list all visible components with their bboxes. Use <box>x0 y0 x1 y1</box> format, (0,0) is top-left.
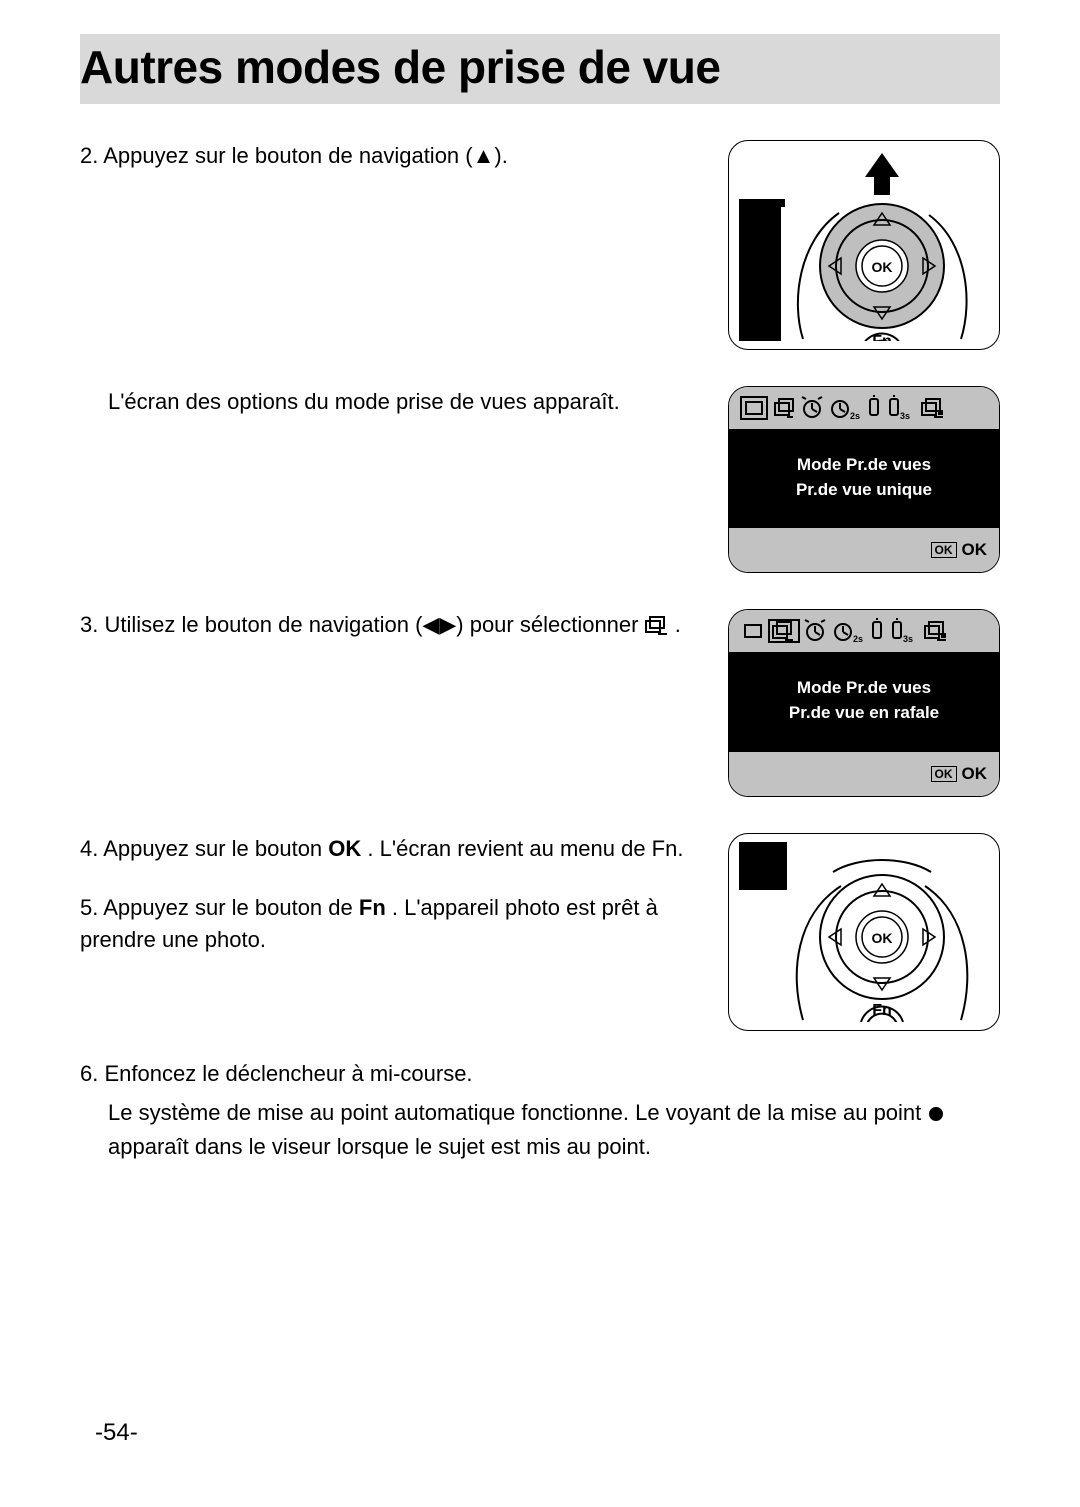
step-3-text-a: 3. Utilisez le bouton de navigation (◀▶)… <box>80 612 645 637</box>
step-3-text: 3. Utilisez le bouton de navigation (◀▶)… <box>80 609 710 644</box>
lcd-line2: Pr.de vue unique <box>735 478 993 503</box>
svg-text:2s: 2s <box>850 411 860 421</box>
ok-box-icon: OK <box>931 542 957 558</box>
page-number: -54- <box>95 1419 138 1447</box>
lcd-line1: Mode Pr.de vues <box>735 453 993 478</box>
step-3-text-b: . <box>675 612 681 637</box>
lcd2-line1: Mode Pr.de vues <box>735 676 993 701</box>
lcd-screen-continuous: 2s 3s <box>728 609 1000 796</box>
svg-text:3s: 3s <box>900 411 910 421</box>
step-5a: 5. Appuyez sur le bouton de <box>80 895 359 920</box>
step-6b-text: Le système de mise au point automatique … <box>80 1097 1000 1164</box>
step-2-text: 2. Appuyez sur le bouton de navigation (… <box>80 140 710 172</box>
lcd-text-2: Mode Pr.de vues Pr.de vue en rafale <box>729 652 999 751</box>
step-5-text: 5. Appuyez sur le bouton de Fn . L'appar… <box>80 892 710 956</box>
ok-box-icon-2: OK <box>931 766 957 782</box>
continuous-shooting-icon <box>645 612 669 644</box>
ok-label-2: OK <box>962 764 988 784</box>
lcd-screen-single: 2s 3s <box>728 386 1000 573</box>
title-bar: Autres modes de prise de vue <box>80 34 1000 104</box>
lcd-ok-row: OK OK <box>729 528 999 572</box>
step-4b: . L'écran revient au menu de Fn. <box>367 836 683 861</box>
svg-text:2s: 2s <box>853 634 863 644</box>
nav-dial-illustration-up: OK Fn <box>728 140 1000 350</box>
page-title: Autres modes de prise de vue <box>80 40 1000 94</box>
lcd-mode-icons-2: 2s 3s <box>729 610 999 652</box>
nav-dial-illustration-ok: OK Fn <box>728 833 1000 1031</box>
step-4-text: 4. Appuyez sur le bouton OK . L'écran re… <box>80 833 710 865</box>
ok-label: OK <box>962 540 988 560</box>
lcd-ok-row-2: OK OK <box>729 752 999 796</box>
lcd-mode-icons: 2s 3s <box>729 387 999 429</box>
svg-text:Fn: Fn <box>872 1002 892 1019</box>
svg-text:3s: 3s <box>903 634 913 644</box>
svg-text:OK: OK <box>872 259 893 275</box>
step-2b-text: L'écran des options du mode prise de vue… <box>80 386 710 418</box>
step-6b-a: Le système de mise au point automatique … <box>108 1100 927 1125</box>
ok-inline-label: OK <box>328 836 361 861</box>
lcd2-line2: Pr.de vue en rafale <box>735 701 993 726</box>
step-6b-b: apparaît dans le viseur lorsque le sujet… <box>108 1134 651 1159</box>
step-6a-text: 6. Enfoncez le déclencheur à mi-course. <box>80 1061 1000 1087</box>
lcd-text: Mode Pr.de vues Pr.de vue unique <box>729 429 999 528</box>
svg-text:OK: OK <box>872 930 893 946</box>
step-4a: 4. Appuyez sur le bouton <box>80 836 328 861</box>
fn-inline-label: Fn <box>359 895 386 920</box>
focus-dot-icon <box>927 1100 945 1132</box>
